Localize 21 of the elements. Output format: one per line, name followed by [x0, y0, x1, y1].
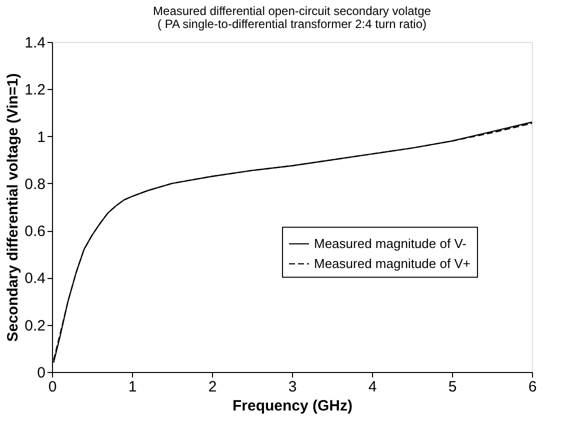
chart-subtitle: ( PA single-to-differential transformer 2:4 turn ratio) — [157, 17, 427, 31]
x-tick-label: 6 — [528, 378, 537, 396]
x-tick-label: 2 — [208, 378, 217, 396]
x-tick-label: 5 — [448, 378, 457, 396]
y-tick-label: 0 — [37, 364, 46, 382]
y-tick-label: 0.8 — [24, 176, 46, 193]
y-axis-title: Secondary differential voltage (Vin=1) — [4, 73, 22, 342]
legend-label: Measured magnitude of V- — [314, 236, 466, 251]
y-tick-label: 1 — [37, 128, 46, 146]
chart-title: Measured differential open-circuit secondary volatge — [153, 4, 432, 18]
x-axis-title: Frequency (GHz) — [232, 398, 353, 414]
y-tick-label: 1.4 — [24, 34, 46, 52]
x-tick-label: 3 — [288, 378, 297, 396]
x-tick-label: 0 — [48, 378, 57, 396]
y-tick-label: 0.2 — [24, 317, 46, 334]
y-tick-label: 0.4 — [24, 270, 46, 288]
x-tick-label: 4 — [368, 378, 377, 396]
y-tick-label: 1.2 — [24, 82, 46, 99]
y-tick-label: 0.6 — [24, 223, 46, 240]
x-tick-label: 1 — [128, 378, 137, 396]
legend-label: Measured magnitude of V+ — [314, 256, 470, 271]
